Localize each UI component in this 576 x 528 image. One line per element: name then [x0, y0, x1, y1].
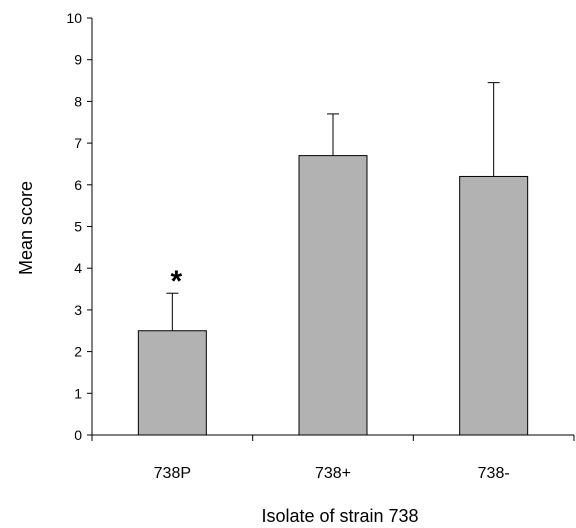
x-axis-title: Isolate of strain 738	[261, 506, 418, 526]
bar-738+	[298, 155, 368, 436]
y-tick-label: 6	[74, 177, 82, 193]
x-category-label: 738+	[315, 465, 351, 482]
y-tick-label: 1	[74, 385, 82, 401]
y-tick-label: 7	[74, 135, 82, 151]
bar-738P	[137, 330, 207, 436]
significance-asterisk: *	[170, 265, 182, 298]
y-tick-label: 8	[74, 93, 82, 109]
y-axis-title: Mean score	[16, 181, 36, 275]
y-tick-label: 9	[74, 52, 82, 68]
y-tick-label: 0	[74, 427, 82, 443]
y-tick-label: 10	[66, 10, 82, 26]
y-tick-label: 3	[74, 302, 82, 318]
y-tick-label: 4	[74, 260, 82, 276]
y-tick-label: 5	[74, 219, 82, 235]
bar-738-	[459, 175, 529, 436]
x-category-label: 738-	[478, 465, 510, 482]
x-category-label: 738P	[154, 465, 191, 482]
plot-area: 0 1 2 3 4 5 6 7 8 9 10 738P 738+ 738- *	[66, 10, 575, 482]
y-tick-label: 2	[74, 344, 82, 360]
